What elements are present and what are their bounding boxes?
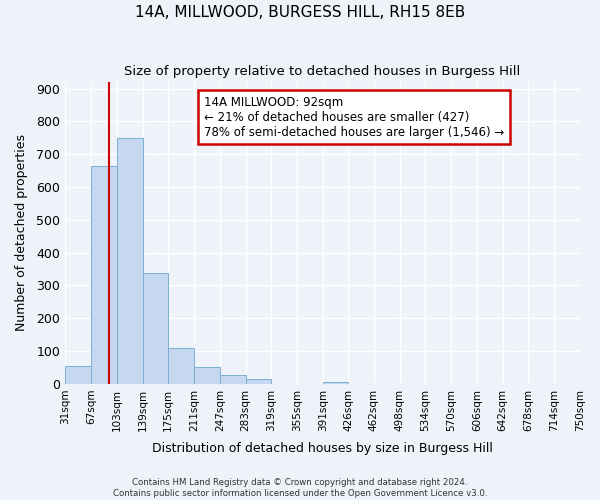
Text: 14A MILLWOOD: 92sqm
← 21% of detached houses are smaller (427)
78% of semi-detac: 14A MILLWOOD: 92sqm ← 21% of detached ho… <box>204 96 505 138</box>
Bar <box>143 274 168 384</box>
Text: 14A, MILLWOOD, BURGESS HILL, RH15 8EB: 14A, MILLWOOD, BURGESS HILL, RH15 8EB <box>135 5 465 20</box>
Title: Size of property relative to detached houses in Burgess Hill: Size of property relative to detached ho… <box>124 65 521 78</box>
Bar <box>117 138 143 384</box>
X-axis label: Distribution of detached houses by size in Burgess Hill: Distribution of detached houses by size … <box>152 442 493 455</box>
Bar <box>220 375 245 384</box>
Text: Contains HM Land Registry data © Crown copyright and database right 2024.
Contai: Contains HM Land Registry data © Crown c… <box>113 478 487 498</box>
Bar <box>245 379 271 384</box>
Bar <box>65 366 91 384</box>
Bar <box>91 166 117 384</box>
Bar <box>168 348 194 384</box>
Bar <box>323 382 348 384</box>
Y-axis label: Number of detached properties: Number of detached properties <box>15 134 28 332</box>
Bar <box>194 366 220 384</box>
